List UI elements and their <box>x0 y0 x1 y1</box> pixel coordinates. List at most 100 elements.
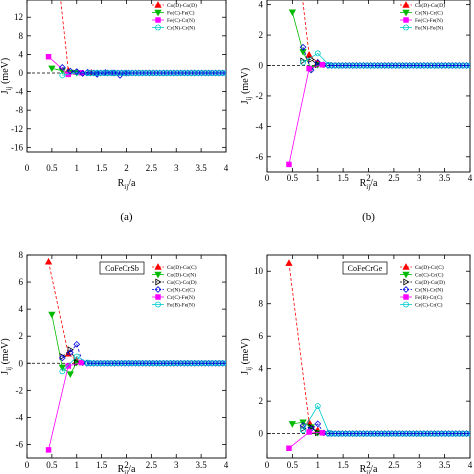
legend-entry: Cr(N)-Cr(N) <box>152 25 195 32</box>
data-point-series-5 <box>286 445 292 451</box>
plot-area <box>286 0 470 168</box>
tail-points <box>324 62 470 69</box>
legend: Co(D)-Co(C)Co(D)-Cr(N)Co(C)-Co(D)Cr(N)-C… <box>152 263 197 309</box>
legend-entry: Co(C)-Co(D) <box>152 278 197 286</box>
legend-label: Co(D)-Co(D) <box>167 2 197 9</box>
legend-entry: Fe(C)-Fe(C) <box>152 10 195 17</box>
x-tick-label: 1.5 <box>338 460 350 470</box>
legend-marker <box>155 278 162 286</box>
legend-marker <box>403 24 409 31</box>
x-tick-label: 1 <box>316 460 321 470</box>
legend-label: Co(C)-Cr(C) <box>415 272 444 279</box>
series-line-2 <box>51 67 77 74</box>
y-axis-label-unit: (meV) <box>240 338 251 367</box>
data-point-series-5 <box>319 62 326 68</box>
series-line-3 <box>302 426 319 434</box>
y-tick-label: -16 <box>11 142 23 152</box>
data-point-series-4 <box>66 349 74 356</box>
y-axis-label-sub: ij <box>5 367 13 371</box>
x-tick-label: 4 <box>224 163 229 173</box>
legend-label: Co(C)-Co(D) <box>167 279 197 286</box>
y-axis-label-sub: ij <box>245 367 253 371</box>
panel-label: (b) <box>362 211 375 223</box>
y-tick-label: -2 <box>16 385 24 395</box>
x-tick-label: 3.5 <box>439 173 451 183</box>
data-point-series-5 <box>65 363 72 369</box>
legend-marker <box>402 9 410 17</box>
x-tick-label: 3 <box>417 460 422 470</box>
y-tick-label: 8 <box>259 299 264 309</box>
legend-marker <box>403 294 409 300</box>
y-axis-label-unit: (meV) <box>0 338 11 367</box>
tail-points <box>324 430 470 438</box>
data-point-series-1 <box>285 259 293 266</box>
x-tick-label: 0.5 <box>46 163 58 173</box>
data-point-series-5 <box>306 429 312 435</box>
legend-label: Co(D)-Co(D) <box>415 279 445 286</box>
data-point-series-5 <box>319 430 326 436</box>
data-point-series-4 <box>58 354 66 362</box>
legend-marker <box>403 17 409 23</box>
legend-label: Cr(C)-Fe(N) <box>167 294 195 301</box>
legend-entry: Cr(N)-Cr(N) <box>400 286 443 294</box>
legend-label: Cr(N)-Cr(N) <box>415 287 443 294</box>
data-point-series-6 <box>314 403 321 409</box>
y-axis-label-main: J <box>0 371 11 375</box>
y-axis-label: Jij (meV) <box>240 338 253 374</box>
y-tick-label: 6 <box>19 277 24 287</box>
legend-entry: Co(D)-Cr(N) <box>152 272 196 279</box>
x-tick-label: 0 <box>25 163 30 173</box>
chart-panel-2: 0 0.5 1 1.5 2 2.5 3 3.5 4 -6 -4 -2 0 2 4 Jij (meV) Rij/a… <box>240 0 473 223</box>
legend-entry: Cr(N)-Cr(C) <box>152 286 195 294</box>
x-tick-label: 2.5 <box>388 460 400 470</box>
plot-area <box>45 0 226 79</box>
x-tick-label: 3.5 <box>196 460 208 470</box>
data-point-series-2 <box>288 421 297 428</box>
tail-points <box>83 69 226 77</box>
x-tick-label: 3 <box>174 460 179 470</box>
legend-marker <box>402 1 410 8</box>
y-tick-label: -8 <box>16 105 24 115</box>
chart-panel-3: 0 0.5 1 1.5 2 2.5 3 3.5 4 -6 -4 -2 0 2 4 6 8 Jij (meV) Rij… <box>0 250 229 474</box>
x-axis-label: Rij/a <box>360 178 378 191</box>
legend-entry: Co(D)-Co(D) <box>152 1 197 9</box>
y-tick-label: 4 <box>259 0 264 10</box>
legend-entry: Fe(C)-Cr(N) <box>152 17 195 24</box>
legend-entry: Cr(N)-Cr(C) <box>400 10 443 17</box>
data-point-series-5 <box>116 71 124 79</box>
legend-entry: Co(C)-Cr(C) <box>400 272 444 279</box>
y-tick-label: -4 <box>16 87 24 97</box>
data-point-series-5 <box>73 68 81 75</box>
y-axis-label-main: J <box>240 371 251 375</box>
tail-point-diamond <box>466 62 470 69</box>
series-line-1 <box>60 0 92 74</box>
series-line-5 <box>288 64 323 165</box>
x-tick-label: 4 <box>224 460 229 470</box>
x-tick-label: 0 <box>265 460 270 470</box>
y-tick-label: -4 <box>256 121 264 131</box>
y-tick-label: -2 <box>256 91 264 101</box>
legend: Co(D)-Co(D)Cr(N)-Cr(C)Fe(C)-Fe(N)Fe(N)-F… <box>400 1 445 32</box>
x-tick-label: 1.5 <box>96 163 108 173</box>
data-point-series-5 <box>306 65 312 72</box>
x-tick-label: 3.5 <box>196 163 208 173</box>
data-point-series-3 <box>308 55 315 63</box>
y-tick-label: 0 <box>259 61 264 71</box>
data-point-series-4 <box>314 420 322 428</box>
x-tick-label: 2 <box>124 163 129 173</box>
data-point-series-6 <box>314 50 321 57</box>
chart-panel-4: 0 0.5 1 1.5 2 2.5 3 3.5 4 0 2 4 6 8 10 Jij (meV) Rij/a Co… <box>240 254 473 474</box>
data-point-series-5 <box>66 67 74 75</box>
legend-marker <box>154 9 162 17</box>
series-line-6 <box>302 405 330 433</box>
y-axis-label-sub: ij <box>5 86 13 90</box>
legend-label: Co(D)-Co(C) <box>167 264 197 271</box>
plot-area <box>285 259 470 451</box>
data-point-series-5 <box>58 64 66 71</box>
x-axis-label-main: R <box>360 178 367 189</box>
legend-label: Cr(N)-Cr(C) <box>415 10 443 17</box>
x-axis-label: Rij/a <box>360 464 378 474</box>
x-tick-label: 4 <box>468 460 473 470</box>
legend-label: Fe(C)-Cr(N) <box>167 17 195 24</box>
data-point-series-4 <box>299 43 307 51</box>
